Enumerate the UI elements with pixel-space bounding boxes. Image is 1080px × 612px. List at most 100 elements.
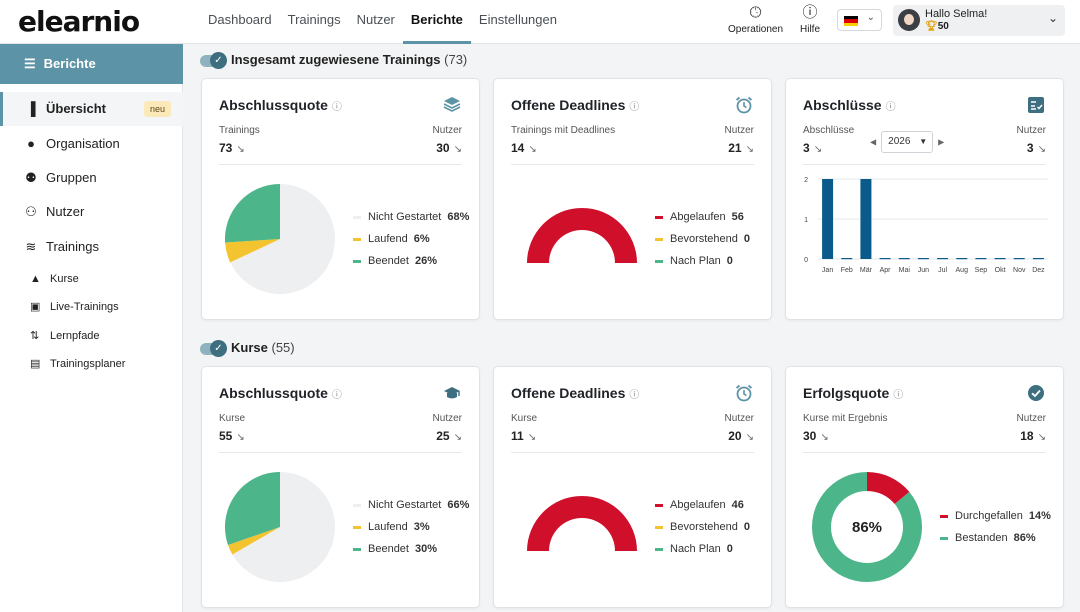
sidebar-subitem-label: Trainingsplaner <box>50 358 126 370</box>
metric-label: Nutzer <box>1016 125 1046 136</box>
hilfe-button[interactable]: ⓘ Hilfe <box>800 4 820 35</box>
bar-chart-icon: ▐ <box>26 101 36 116</box>
language-select[interactable]: ⌄ <box>837 9 882 31</box>
gauge-segment[interactable] <box>527 495 637 551</box>
info-icon[interactable]: ⓘ <box>629 390 640 401</box>
metric-kurse[interactable]: 11 ↘ <box>511 429 537 443</box>
card-abschlussquote-trainings: Abschlussquote ⓘ Trainings Nutzer 73 ↘ 30 ↘… <box>201 78 480 320</box>
metric-trainings[interactable]: 73 ↘ <box>219 141 245 155</box>
x-tick-label: Sep <box>975 267 988 274</box>
metric-nutzer[interactable]: 20 ↘ <box>728 429 754 443</box>
sidebar-item-organisation[interactable]: ● Organisation <box>0 127 183 161</box>
bar[interactable] <box>898 258 910 260</box>
x-tick-label: Jul <box>938 267 947 274</box>
card-title: Abschlussquote ⓘ <box>219 97 342 113</box>
sidebar-subitem-trainingsplaner[interactable]: ▤ Trainingsplaner <box>0 350 183 378</box>
gauge-segment[interactable] <box>527 207 637 263</box>
sidebar-subitem-kurse[interactable]: ▲ Kurse <box>0 265 183 293</box>
sidebar-item-label: Trainings <box>46 239 99 254</box>
card-title: Offene Deadlines ⓘ <box>511 97 640 113</box>
nav-trainings[interactable]: Trainings <box>287 12 341 27</box>
metric-nutzer[interactable]: 25 ↘ <box>436 429 462 443</box>
pie-slice[interactable] <box>230 184 335 294</box>
sidebar-item-gruppen[interactable]: ⚉ Gruppen <box>0 161 183 195</box>
year-picker: ◀ 2026 ▼ ▶ <box>870 131 944 153</box>
donut-segment[interactable] <box>812 472 922 582</box>
pie-slice[interactable] <box>225 184 280 243</box>
bar[interactable] <box>956 258 968 260</box>
main-nav: Dashboard Trainings Nutzer Berichte Eins… <box>200 0 565 44</box>
sidebar-item-uebersicht[interactable]: ▐ Übersicht neu <box>0 92 183 126</box>
info-icon[interactable]: ⓘ <box>893 390 904 401</box>
sidebar-header[interactable]: ☰ Berichte <box>0 44 183 84</box>
card-title: Abschlüsse ⓘ <box>803 97 896 113</box>
metric-nutzer[interactable]: 21 ↘ <box>728 141 754 155</box>
metric-label: Kurse <box>219 413 246 424</box>
info-icon[interactable]: ⓘ <box>885 102 896 113</box>
bar[interactable] <box>1032 258 1044 260</box>
bar[interactable] <box>1013 258 1025 260</box>
pie-slice[interactable] <box>232 472 335 582</box>
info-icon[interactable]: ⓘ <box>629 102 640 113</box>
metric-trainings-mit-deadlines[interactable]: 14 ↘ <box>511 141 537 155</box>
metric-kurse[interactable]: 55 ↘ <box>219 429 245 443</box>
bar[interactable] <box>860 179 872 259</box>
bar[interactable] <box>975 258 987 260</box>
legend-item: Nach Plan 0 <box>655 538 750 560</box>
bar[interactable] <box>822 179 834 259</box>
metric-nutzer[interactable]: 18 ↘ <box>1020 429 1046 443</box>
metric-kurse-mit-ergebnis[interactable]: 30 ↘ <box>803 429 829 443</box>
metric-nutzer[interactable]: 30 ↘ <box>436 141 462 155</box>
bar[interactable] <box>994 258 1006 260</box>
pie-slice[interactable] <box>225 239 280 263</box>
info-icon[interactable]: ⓘ <box>331 390 342 401</box>
layers-icon <box>443 97 461 112</box>
section-toggle[interactable] <box>200 339 227 357</box>
donut-segment[interactable] <box>867 472 910 505</box>
sidebar-subitem-live-trainings[interactable]: ▣ Live-Trainings <box>0 293 183 321</box>
next-year-icon[interactable]: ▶ <box>938 137 945 147</box>
org-icon: ● <box>27 136 35 151</box>
bar[interactable] <box>937 258 949 260</box>
points: 🏆︎50 <box>925 21 949 32</box>
chart-legend: Durchgefallen 14% Bestanden 86% <box>940 505 1051 549</box>
bar[interactable] <box>841 258 853 260</box>
bar[interactable] <box>917 258 929 260</box>
arrow-icon: ↘ <box>453 432 462 443</box>
deadlines-gauge-chart <box>527 495 637 551</box>
year-select[interactable]: 2026 ▼ <box>881 131 934 153</box>
sidebar-item-nutzer[interactable]: ⚇ Nutzer <box>0 195 183 229</box>
new-badge: neu <box>143 101 171 117</box>
metric-nutzer[interactable]: 3 ↘ <box>1026 141 1046 155</box>
x-tick-label: Nov <box>1013 267 1026 274</box>
section-toggle[interactable] <box>200 51 227 69</box>
sidebar-item-trainings[interactable]: ≋ Trainings <box>0 230 183 264</box>
x-tick-label: Jun <box>918 267 929 274</box>
nav-nutzer[interactable]: Nutzer <box>356 12 395 27</box>
operationen-button[interactable]: 🕓︎ Operationen <box>728 4 783 35</box>
collapse-menu-icon[interactable]: ☰ <box>24 56 36 71</box>
x-tick-label: Dez <box>1032 267 1045 274</box>
app-logo[interactable]: elearnio <box>18 5 140 38</box>
metric-label: Trainings mit Deadlines <box>511 125 616 136</box>
nav-dashboard[interactable]: Dashboard <box>208 12 272 27</box>
section-title: Kurse <box>231 340 268 355</box>
clock-icon: 🕓︎ <box>749 4 762 21</box>
nav-einstellungen[interactable]: Einstellungen <box>478 12 557 27</box>
alarm-clock-icon <box>735 96 753 114</box>
divider <box>803 452 1046 453</box>
user-menu[interactable]: Hallo Selma! 🏆︎50 ⌄ <box>893 5 1065 36</box>
nav-berichte[interactable]: Berichte <box>402 0 471 44</box>
card-title: Abschlussquote ⓘ <box>219 385 342 401</box>
pie-slice[interactable] <box>225 472 280 545</box>
bar[interactable] <box>879 258 891 260</box>
operationen-label: Operationen <box>728 24 784 35</box>
y-tick-label: 2 <box>804 177 808 184</box>
sidebar-subitem-lernpfade[interactable]: ⇅ Lernpfade <box>0 322 183 350</box>
arrow-icon: ↘ <box>528 144 537 155</box>
prev-year-icon[interactable]: ◀ <box>870 137 877 147</box>
card-abschlussquote-kurse: Abschlussquote ⓘ Kurse Nutzer 55 ↘ 25 ↘ Nic… <box>201 366 480 608</box>
metric-abschluesse[interactable]: 3 ↘ <box>803 141 823 155</box>
info-icon[interactable]: ⓘ <box>331 102 342 113</box>
pie-slice[interactable] <box>228 527 280 555</box>
